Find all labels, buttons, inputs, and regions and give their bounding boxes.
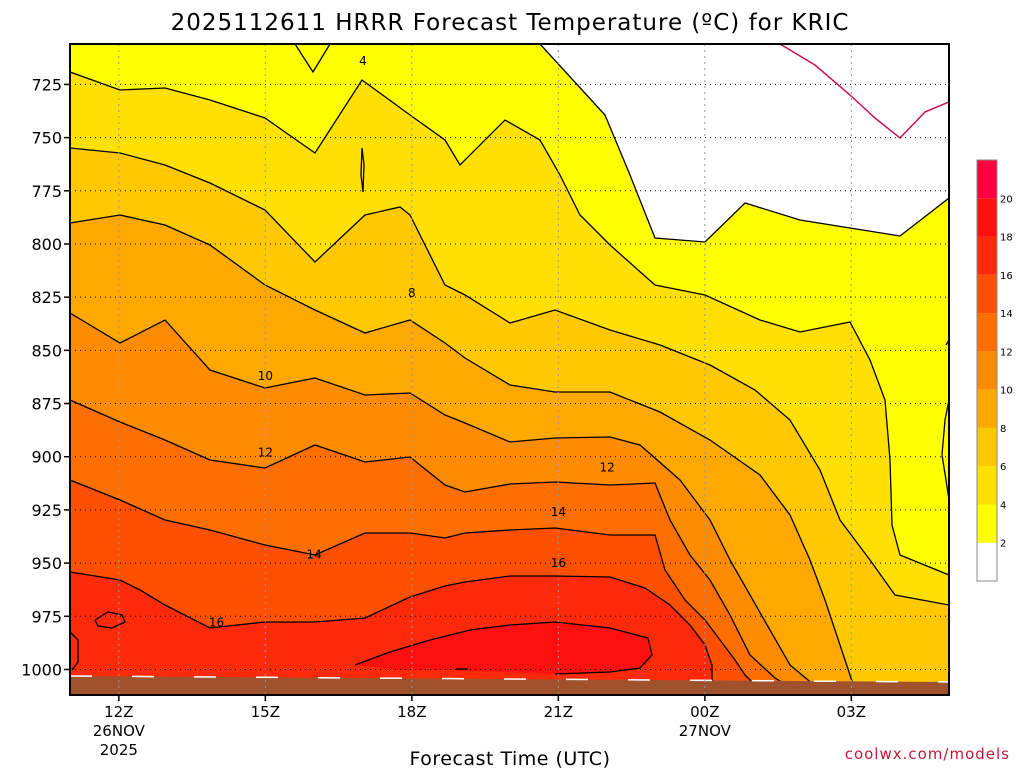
gridlines bbox=[70, 44, 949, 695]
colorbar-label: 2 bbox=[1000, 539, 1006, 550]
y-tick-label: 950 bbox=[31, 554, 62, 573]
contour-label: 4 bbox=[359, 54, 367, 68]
ground bbox=[70, 676, 949, 695]
x-tick-date: 26NOV bbox=[93, 722, 146, 740]
colorbar-swatch bbox=[977, 427, 997, 467]
y-tick-label: 725 bbox=[31, 75, 62, 94]
colorbar-label: 18 bbox=[1000, 233, 1013, 244]
band-18-20 bbox=[355, 622, 652, 674]
contour-10 bbox=[70, 312, 821, 691]
contour-4-top bbox=[294, 44, 331, 74]
contour-label-bg bbox=[356, 54, 370, 68]
colorbar-swatch bbox=[977, 389, 997, 428]
contour-0 bbox=[779, 44, 949, 140]
contour-14 bbox=[70, 479, 761, 691]
band-16-18-pocket bbox=[70, 632, 78, 670]
colorbar-swatch bbox=[977, 542, 997, 581]
contour-16 bbox=[70, 571, 713, 690]
y-tick-label: 750 bbox=[31, 129, 62, 148]
contour-16-left bbox=[70, 631, 79, 671]
x-tick-year: 2025 bbox=[100, 741, 138, 759]
y-tick-label: 1000 bbox=[21, 660, 62, 679]
surface-line bbox=[70, 675, 949, 683]
contour-18 bbox=[354, 621, 653, 675]
colorbar-label: 16 bbox=[1000, 271, 1013, 282]
x-tick-label: 12Z bbox=[104, 703, 133, 721]
y-tick-label: 800 bbox=[31, 235, 62, 254]
x-axis-label: Forecast Time (UTC) bbox=[410, 748, 611, 768]
chart-title: 2025112611 HRRR Forecast Temperature (ºC… bbox=[171, 10, 850, 36]
contour-16-closed bbox=[94, 611, 126, 629]
contour-label: 14 bbox=[551, 505, 566, 519]
contour-6 bbox=[70, 147, 949, 606]
credit-link[interactable]: coolwx.com/models bbox=[845, 745, 1010, 763]
colorbar-frame bbox=[976, 159, 998, 582]
plot-area: 4 8 10 12 12 14 14 16 16 bbox=[70, 44, 949, 695]
y-tick-label: 875 bbox=[31, 395, 62, 414]
contour-2 bbox=[539, 44, 949, 243]
colorbar-label: 4 bbox=[1000, 500, 1006, 511]
x-tick-label: 03Z bbox=[837, 703, 866, 721]
colorbar-label: 20 bbox=[1000, 194, 1013, 205]
contour-lines bbox=[70, 44, 949, 691]
y-tick-label: 850 bbox=[31, 341, 62, 360]
contour-label: 14 bbox=[307, 548, 322, 562]
contour-4-spike bbox=[360, 147, 365, 193]
y-tick-label: 975 bbox=[31, 607, 62, 626]
colorbar-swatch bbox=[977, 198, 997, 237]
contour-labels: 4 8 10 12 12 14 14 16 16 bbox=[209, 54, 615, 630]
colorbar: 2 4 6 8 10 12 14 16 18 20 bbox=[976, 159, 1013, 582]
contour-label: 12 bbox=[258, 445, 273, 459]
y-tick-label: 775 bbox=[31, 182, 62, 201]
colorbar-swatch bbox=[977, 313, 997, 352]
colorbar-label: 12 bbox=[1000, 347, 1013, 358]
y-tick-label: 900 bbox=[31, 448, 62, 467]
colorbar-swatch bbox=[977, 351, 997, 390]
contour-label: 16 bbox=[551, 556, 566, 570]
colorbar-swatch bbox=[977, 274, 997, 314]
contour-label: 8 bbox=[408, 286, 416, 300]
colorbar-swatch bbox=[977, 466, 997, 505]
x-tick-label: 00Z bbox=[690, 703, 719, 721]
colorbar-label: 8 bbox=[1000, 424, 1006, 435]
x-tick-label: 18Z bbox=[397, 703, 426, 721]
contour-4 bbox=[70, 71, 949, 576]
x-tick-label: 21Z bbox=[544, 703, 573, 721]
plot-frame bbox=[69, 43, 950, 696]
x-tick-label: 15Z bbox=[251, 703, 280, 721]
contour-8 bbox=[70, 214, 856, 691]
contour-12 bbox=[70, 399, 796, 691]
colorbar-label: 10 bbox=[1000, 386, 1013, 397]
contour-label: 16 bbox=[209, 616, 224, 630]
colorbar-label: 14 bbox=[1000, 309, 1013, 320]
y-tick-label: 825 bbox=[31, 288, 62, 307]
colorbar-swatch bbox=[977, 236, 997, 275]
contour-2-lobe bbox=[941, 399, 949, 501]
colorbar-swatch bbox=[977, 160, 997, 199]
colorbar-swatch bbox=[977, 504, 997, 543]
y-tick-label: 925 bbox=[31, 501, 62, 520]
contour-label: 10 bbox=[258, 369, 273, 383]
contour-label: 12 bbox=[600, 460, 615, 474]
x-tick-date: 27NOV bbox=[679, 722, 732, 740]
y-axis: 725 750 775 800 825 850 875 900 925 950 975 1000 bbox=[21, 75, 70, 679]
colorbar-label: 6 bbox=[1000, 462, 1006, 473]
